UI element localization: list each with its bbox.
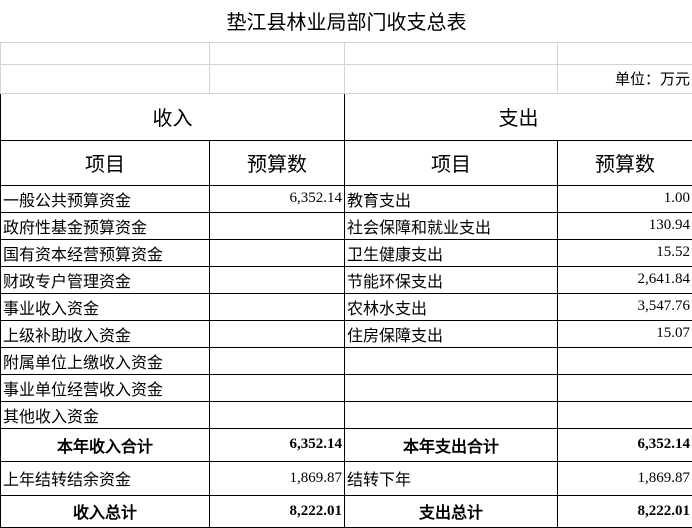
item-cell: 节能环保支出 [345, 266, 558, 293]
amount-cell [210, 320, 345, 347]
column-header: 预算数 [558, 140, 692, 185]
amount-cell: 6,352.14 [210, 428, 345, 461]
amount-cell: 6,352.14 [558, 428, 692, 461]
amount-cell: 130.94 [558, 212, 692, 239]
amount-cell: 1.00 [558, 185, 692, 212]
table-row: 附属单位上缴收入资金 [1, 347, 692, 374]
item-cell: 一般公共预算资金 [1, 185, 210, 212]
amount-cell [558, 401, 692, 428]
amount-cell [558, 374, 692, 401]
amount-cell [210, 293, 345, 320]
table-row: 事业单位经营收入资金 [1, 374, 692, 401]
item-cell: 教育支出 [345, 185, 558, 212]
item-cell: 政府性基金预算资金 [1, 212, 210, 239]
item-cell [345, 347, 558, 374]
item-cell: 国有资本经营预算资金 [1, 239, 210, 266]
item-cell: 农林水支出 [345, 293, 558, 320]
item-cell: 事业收入资金 [1, 293, 210, 320]
item-cell: 社会保障和就业支出 [345, 212, 558, 239]
item-cell: 事业单位经营收入资金 [1, 374, 210, 401]
unit: 单位：万元 [558, 64, 692, 93]
item-cell: 本年收入合计 [1, 428, 210, 461]
item-cell [345, 374, 558, 401]
item-cell: 附属单位上缴收入资金 [1, 347, 210, 374]
item-cell: 财政专户管理资金 [1, 266, 210, 293]
amount-cell [210, 347, 345, 374]
amount-cell: 3,547.76 [558, 293, 692, 320]
item-cell: 收入总计 [1, 495, 210, 527]
column-header: 预算数 [210, 140, 345, 185]
amount-cell: 1,869.87 [210, 461, 345, 495]
amount-cell: 15.07 [558, 320, 692, 347]
item-cell: 本年支出合计 [345, 428, 558, 461]
item-cell: 支出总计 [345, 495, 558, 527]
item-cell: 上年结转结余资金 [1, 461, 210, 495]
amount-cell: 8,222.01 [210, 495, 345, 527]
item-cell: 住房保障支出 [345, 320, 558, 347]
group-header: 收入 [1, 93, 345, 140]
amount-cell: 6,352.14 [210, 185, 345, 212]
amount-cell: 8,222.01 [558, 495, 692, 527]
item-cell: 其他收入资金 [1, 401, 210, 428]
amount-cell [558, 347, 692, 374]
amount-cell [210, 239, 345, 266]
item-cell: 结转下年 [345, 461, 558, 495]
amount-cell: 15.52 [558, 239, 692, 266]
amount-cell: 2,641.84 [558, 266, 692, 293]
amount-cell [210, 401, 345, 428]
item-cell: 卫生健康支出 [345, 239, 558, 266]
column-header: 项目 [345, 140, 558, 185]
amount-cell [210, 212, 345, 239]
group-header: 支出 [345, 93, 692, 140]
column-header: 项目 [1, 140, 210, 185]
title: 垫江县林业局部门收支总表 [1, 0, 692, 42]
amount-cell [210, 266, 345, 293]
table-row: 其他收入资金 [1, 401, 692, 428]
amount-cell [210, 374, 345, 401]
item-cell [345, 401, 558, 428]
amount-cell: 1,869.87 [558, 461, 692, 495]
item-cell: 上级补助收入资金 [1, 320, 210, 347]
